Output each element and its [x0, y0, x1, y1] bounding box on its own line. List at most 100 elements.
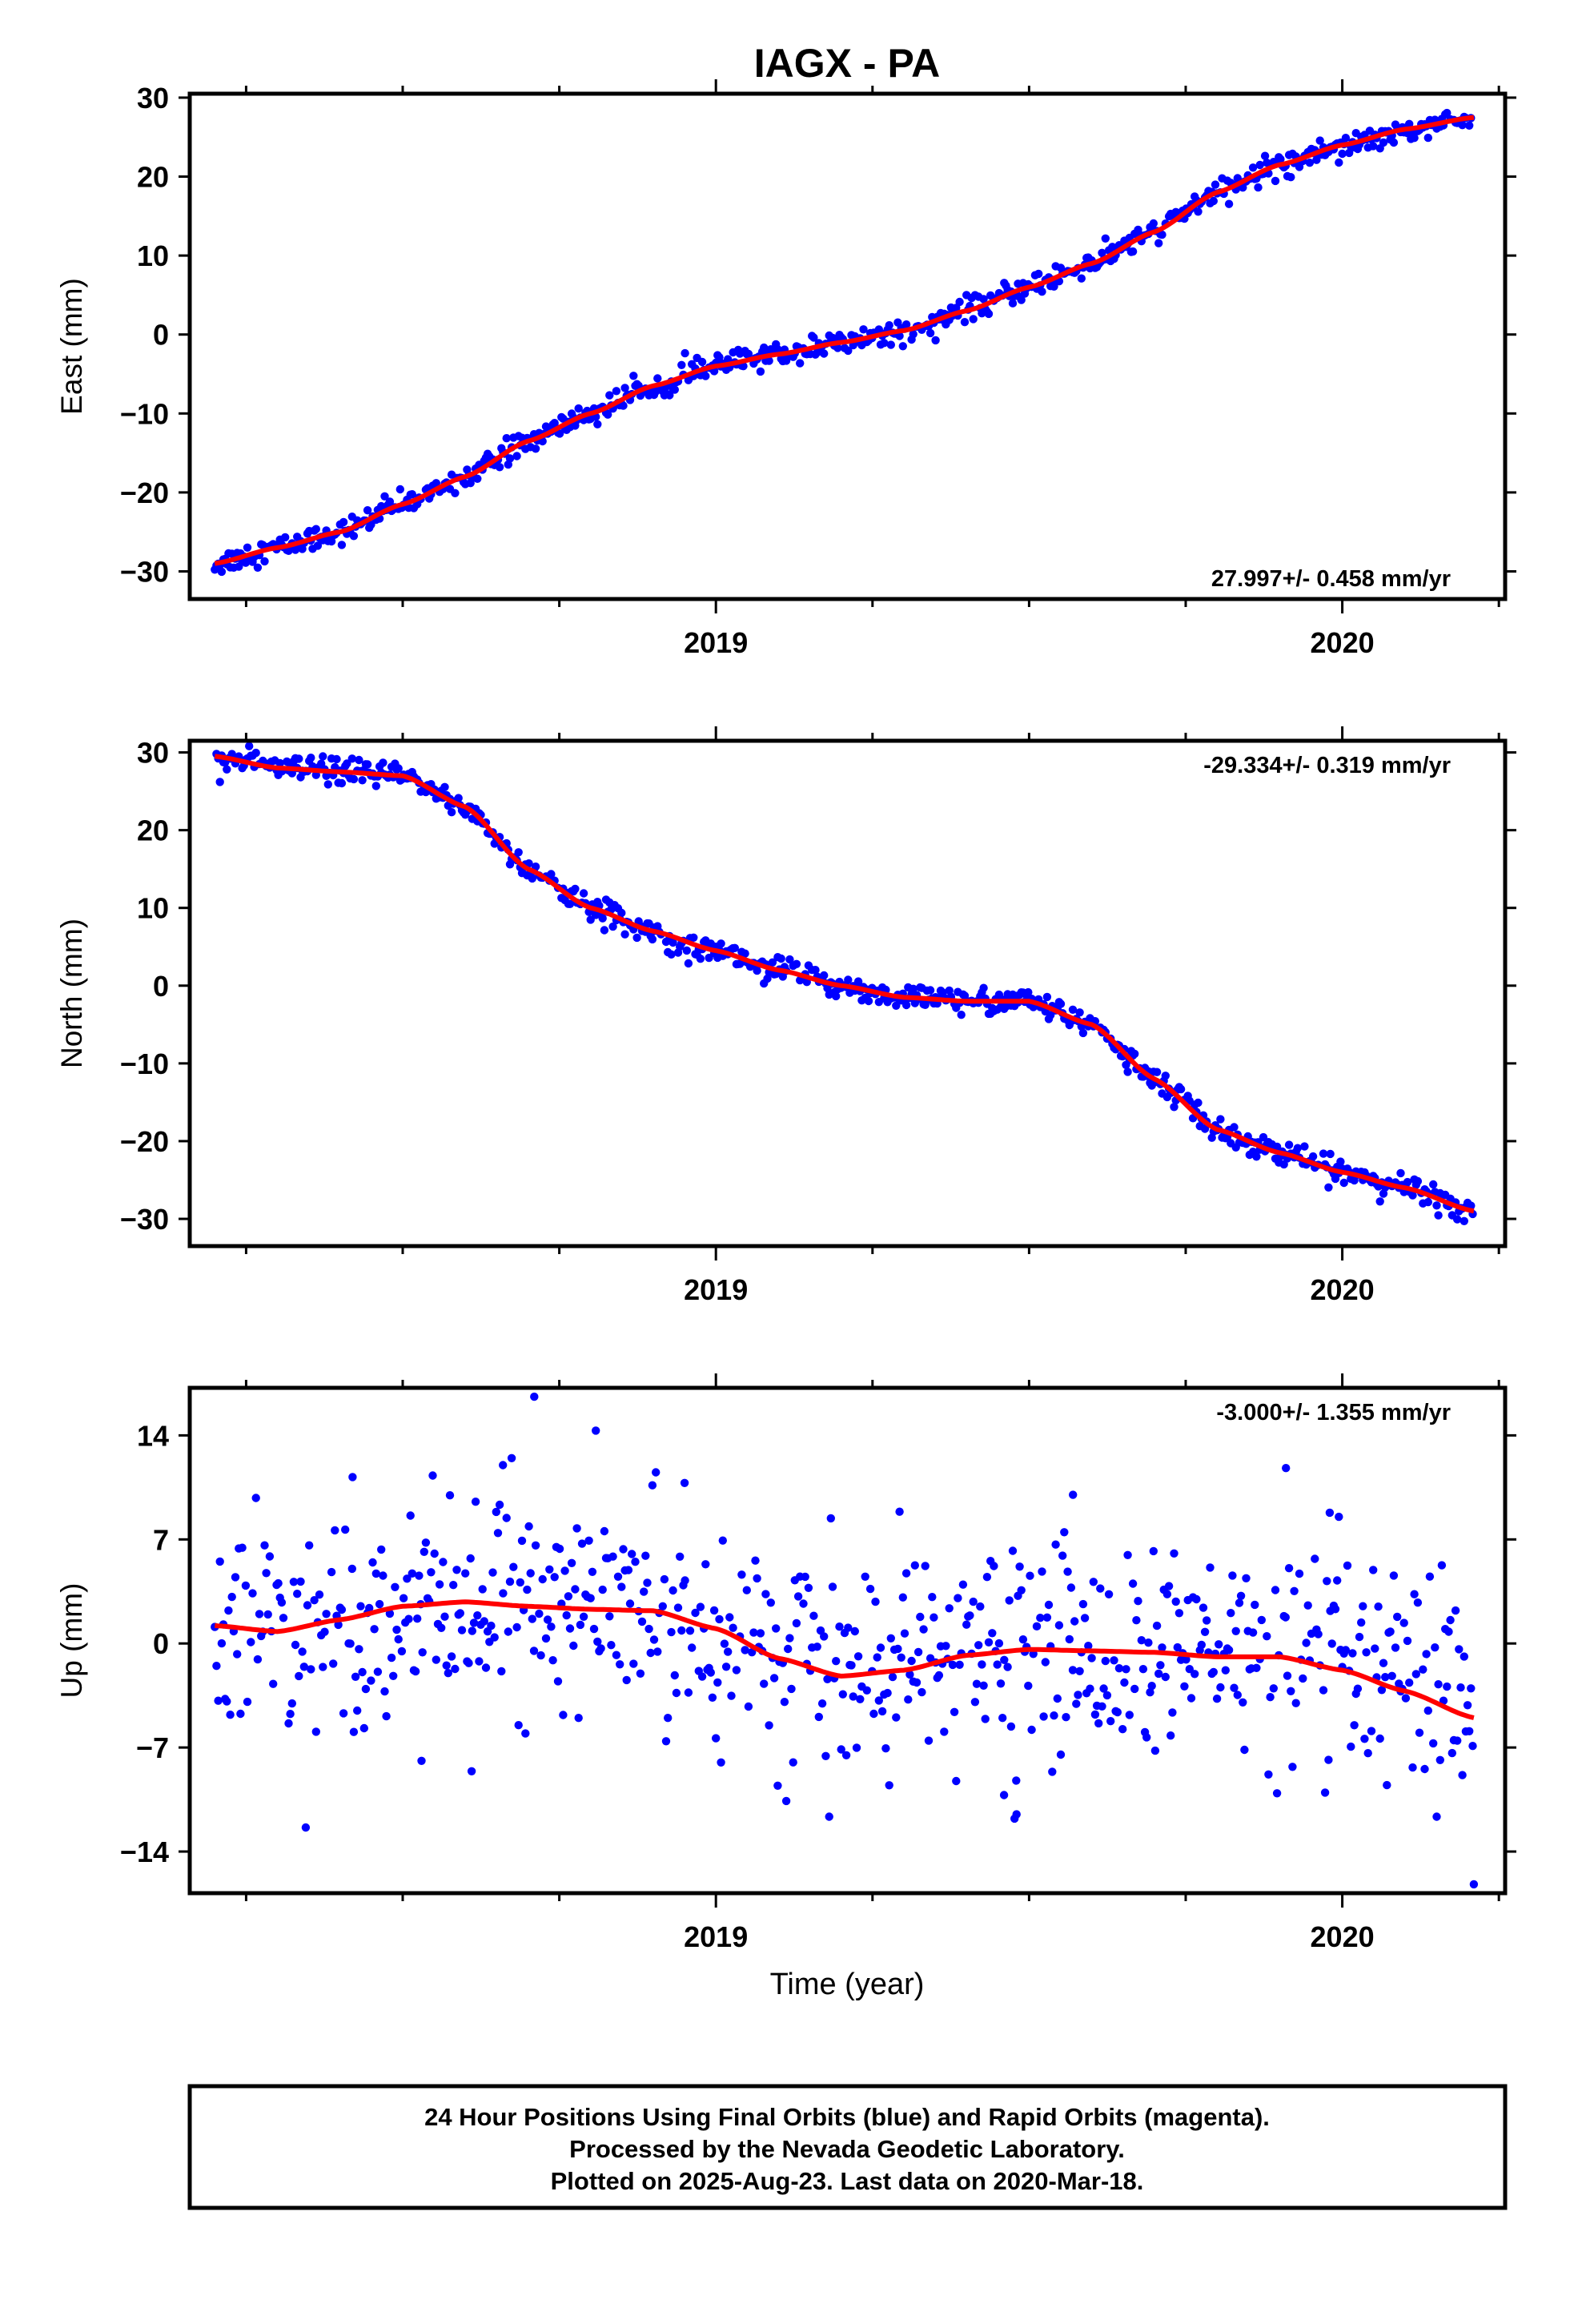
up-point	[524, 1522, 533, 1531]
up-point	[521, 1729, 530, 1738]
up-point	[1212, 1695, 1222, 1703]
north-point	[379, 758, 387, 767]
up-point	[813, 1642, 821, 1651]
north-point	[1319, 1149, 1328, 1158]
up-point	[1125, 1711, 1134, 1719]
up-point	[1094, 1719, 1103, 1728]
up-point	[1355, 1632, 1364, 1642]
up-point	[924, 1736, 934, 1745]
north-point	[1413, 1176, 1423, 1186]
up-point	[301, 1823, 311, 1832]
up-point	[348, 1473, 357, 1482]
up-point	[792, 1618, 801, 1628]
up-point	[1381, 1673, 1390, 1682]
east-point	[898, 342, 908, 351]
up-point	[319, 1663, 327, 1671]
east-point	[1305, 159, 1315, 167]
up-point	[392, 1625, 401, 1634]
up-point	[1197, 1640, 1207, 1650]
up-point	[622, 1675, 631, 1685]
north-point	[1293, 1144, 1303, 1152]
up-point	[688, 1643, 697, 1652]
up-point	[708, 1693, 717, 1702]
east-point	[677, 360, 686, 369]
up-point	[260, 1541, 269, 1550]
up-point	[547, 1622, 556, 1631]
up-point	[368, 1558, 377, 1567]
up-point	[817, 1699, 827, 1708]
up-point	[1264, 1770, 1273, 1779]
north-point	[1375, 1197, 1384, 1206]
up-point	[1162, 1590, 1172, 1598]
up-point	[1132, 1616, 1141, 1625]
up-ytick-label: −14	[120, 1835, 169, 1868]
up-point	[439, 1558, 448, 1566]
up-point	[1371, 1644, 1379, 1653]
up-point	[1434, 1680, 1443, 1689]
east-point	[311, 525, 320, 533]
up-point	[531, 1541, 540, 1550]
east-point	[1248, 163, 1258, 172]
up-point	[505, 1577, 515, 1586]
up-point	[214, 1696, 223, 1705]
up-point	[1149, 1546, 1158, 1556]
north-point	[853, 977, 863, 986]
up-point	[948, 1660, 958, 1670]
up-point	[660, 1574, 669, 1584]
up-point	[672, 1688, 681, 1698]
up-point	[1423, 1706, 1433, 1715]
up-point	[1446, 1615, 1455, 1625]
up-point	[1042, 1613, 1052, 1622]
up-point	[311, 1727, 320, 1736]
up-point	[844, 1623, 853, 1632]
up-point	[1044, 1600, 1054, 1610]
up-point	[1231, 1626, 1240, 1636]
up-point	[1056, 1750, 1066, 1759]
up-point	[1465, 1727, 1474, 1735]
up-point	[1070, 1617, 1079, 1626]
up-point	[1192, 1594, 1201, 1604]
east-point	[1335, 158, 1343, 167]
up-point	[1146, 1688, 1154, 1697]
up-point	[337, 1605, 347, 1614]
up-point	[1224, 1646, 1234, 1655]
up-point	[247, 1638, 255, 1647]
up-point	[1323, 1577, 1331, 1586]
up-point	[516, 1578, 524, 1587]
up-point	[1215, 1640, 1223, 1649]
east-point	[1077, 274, 1086, 283]
up-point	[417, 1756, 426, 1765]
north-point	[1200, 1124, 1210, 1133]
up-point	[286, 1710, 295, 1719]
east-point	[1101, 234, 1110, 243]
up-point	[449, 1581, 458, 1590]
up-point	[952, 1776, 961, 1786]
east-point	[1211, 180, 1220, 189]
up-point	[612, 1651, 621, 1659]
east-point	[281, 533, 290, 542]
east-point	[984, 309, 994, 319]
north-xtick-label: 2019	[684, 1273, 748, 1306]
east-point	[574, 404, 583, 413]
up-point	[353, 1706, 362, 1715]
up-point	[315, 1590, 324, 1599]
north-point	[669, 938, 677, 947]
north-point	[785, 955, 794, 964]
up-point	[397, 1647, 407, 1656]
up-point	[1456, 1683, 1465, 1692]
up-point	[1065, 1634, 1074, 1644]
up-point	[1359, 1602, 1367, 1610]
up-point	[761, 1590, 770, 1598]
up-point	[404, 1614, 413, 1623]
up-point	[629, 1659, 638, 1668]
up-point	[912, 1678, 921, 1687]
up-point	[1453, 1736, 1462, 1745]
up-point	[233, 1650, 242, 1659]
east-point	[701, 372, 710, 380]
up-point	[1248, 1628, 1258, 1637]
up-point	[263, 1610, 272, 1619]
up-point	[838, 1690, 848, 1699]
north-point	[1423, 1197, 1433, 1207]
up-point	[1038, 1567, 1046, 1576]
